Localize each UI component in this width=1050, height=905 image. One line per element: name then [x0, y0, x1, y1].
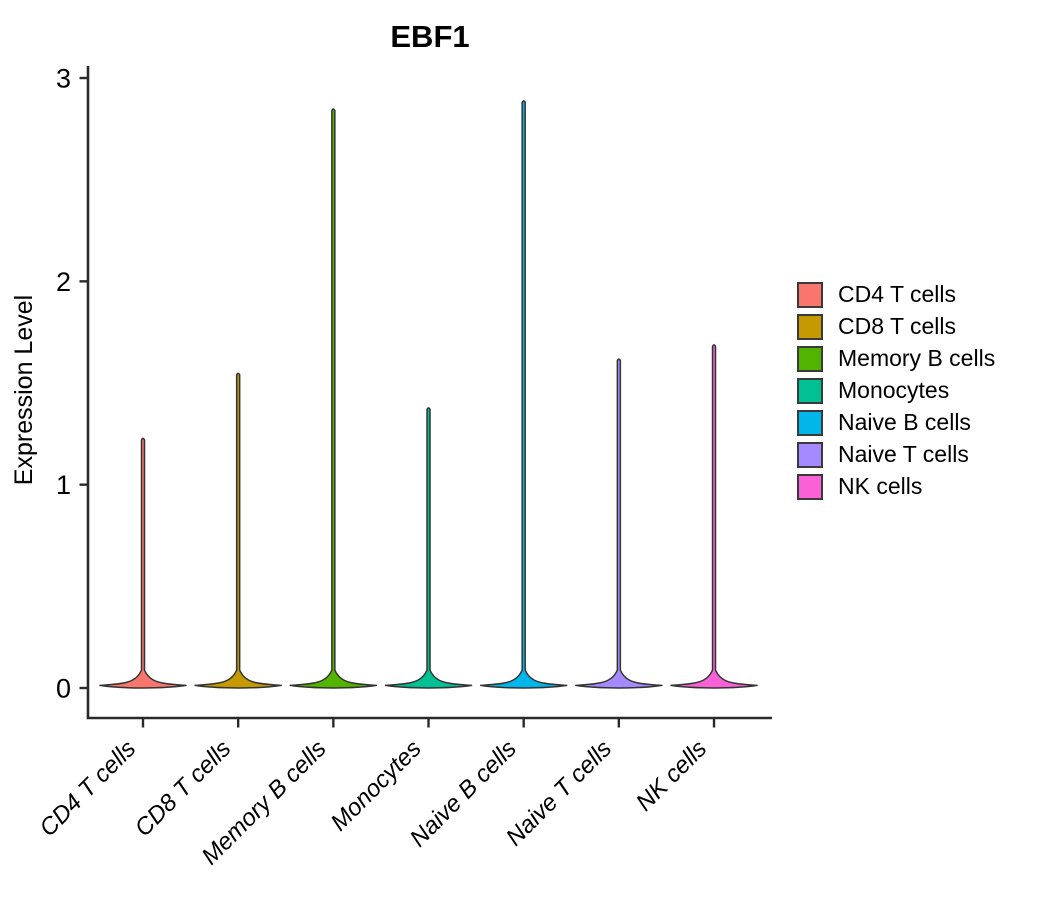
y-tick-label: 1	[56, 470, 71, 500]
y-axis-title: Expression Level	[10, 295, 38, 485]
legend-item: CD4 T cells	[797, 281, 995, 308]
x-tick-label: NK cells	[631, 735, 712, 816]
legend-swatch	[797, 409, 823, 436]
legend-label: Memory B cells	[838, 345, 996, 371]
y-tick-label: 3	[56, 64, 71, 94]
legend-swatch	[797, 441, 823, 468]
violin-memory-b-cells	[289, 108, 378, 689]
legend-swatch	[797, 313, 823, 340]
legend-label: NK cells	[838, 473, 923, 499]
legend: CD4 T cells CD8 T cells Memory B cells Mono…	[797, 281, 996, 500]
violin-naive-t-cells	[575, 358, 663, 689]
x-tick-label: CD4 T cells	[34, 735, 141, 842]
y-axis-ticks: 0 1 2 3	[56, 64, 88, 704]
legend-label: CD8 T cells	[838, 313, 957, 339]
legend-label: Naive B cells	[838, 409, 971, 435]
legend-item: CD8 T cells	[797, 313, 995, 340]
legend-item: NK cells	[797, 473, 995, 500]
legend-swatch	[797, 281, 823, 308]
legend-item: Memory B cells	[797, 345, 996, 372]
violin-cd4-t-cells	[99, 437, 187, 689]
violins	[99, 100, 758, 689]
legend-label: Naive T cells	[838, 441, 969, 467]
violin-nk-cells	[670, 344, 758, 689]
violin-naive-b-cells	[479, 100, 568, 689]
legend-swatch	[797, 345, 823, 372]
y-tick-label: 0	[56, 674, 71, 704]
x-tick-label: Monocytes	[326, 735, 427, 836]
legend-swatch	[797, 377, 823, 404]
violin-cd8-t-cells	[194, 372, 282, 689]
chart-title: EBF1	[390, 19, 469, 54]
legend-label: CD4 T cells	[838, 281, 957, 307]
y-tick-label: 2	[56, 267, 71, 297]
legend-item: Naive T cells	[797, 441, 995, 468]
legend-item: Monocytes	[797, 377, 995, 404]
legend-swatch	[797, 473, 823, 500]
violin-monocytes	[384, 407, 473, 689]
legend-label: Monocytes	[838, 377, 950, 403]
legend-item: Naive B cells	[797, 409, 995, 436]
